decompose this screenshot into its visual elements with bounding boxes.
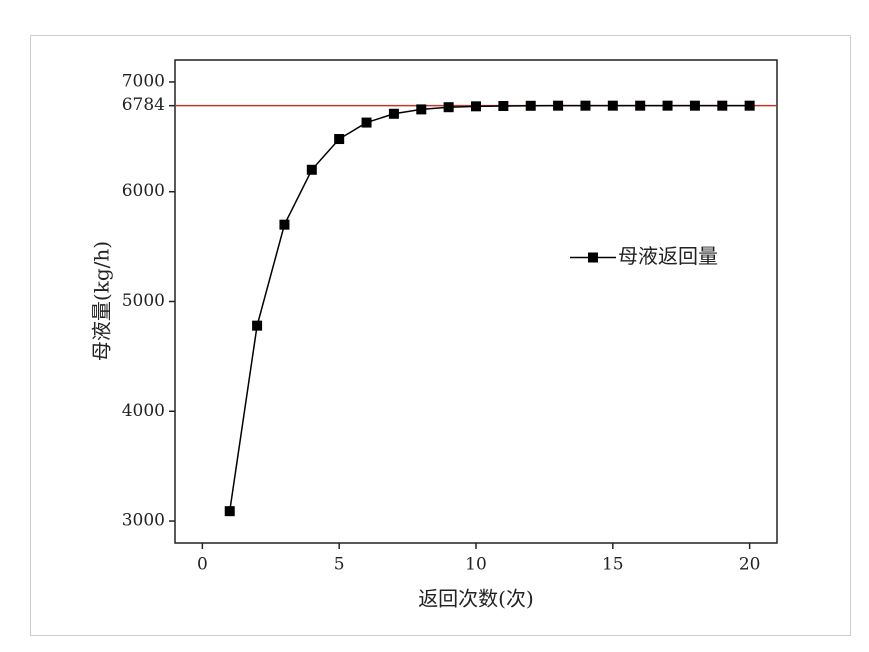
legend-label: 母液返回量 <box>618 244 718 268</box>
y-axis-label: 母液量(kg/h) <box>90 241 114 361</box>
x-tick-label: 10 <box>465 555 487 575</box>
marker <box>689 100 700 111</box>
marker <box>388 108 399 119</box>
x-tick-label: 5 <box>334 555 345 575</box>
y-tick-label: 3000 <box>122 511 165 531</box>
x-tick-label: 15 <box>602 555 624 575</box>
marker <box>662 100 673 111</box>
legend-marker <box>588 252 598 263</box>
marker <box>252 320 263 331</box>
y-tick-label: 6000 <box>122 181 165 201</box>
marker <box>224 506 235 517</box>
y-tick-label: 5000 <box>122 291 165 311</box>
marker <box>553 100 564 111</box>
plot-area <box>174 59 778 544</box>
marker <box>279 219 290 230</box>
marker <box>334 134 345 145</box>
marker <box>443 102 454 113</box>
frame <box>30 35 851 636</box>
marker <box>580 100 591 111</box>
y-tick-label: 6784 <box>122 95 165 115</box>
marker <box>471 101 481 112</box>
marker <box>416 104 427 115</box>
marker <box>635 100 646 111</box>
marker <box>717 100 728 111</box>
x-tick-label: 20 <box>739 555 761 575</box>
x-axis-label: 返回次数(次) <box>418 587 534 611</box>
y-tick-label: 4000 <box>122 401 165 421</box>
marker <box>607 100 618 111</box>
marker <box>361 117 372 128</box>
y-tick-label: 7000 <box>122 71 165 91</box>
x-tick-label: 0 <box>197 555 208 575</box>
marker <box>306 164 317 175</box>
marker <box>744 100 755 111</box>
marker <box>498 100 509 111</box>
marker <box>525 100 536 111</box>
